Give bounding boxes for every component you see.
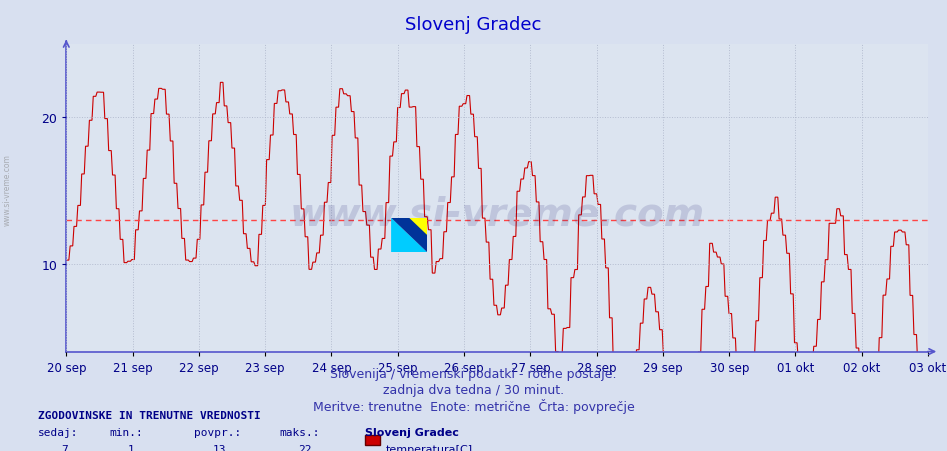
- Text: zadnja dva tedna / 30 minut.: zadnja dva tedna / 30 minut.: [383, 383, 564, 396]
- Text: Slovenj Gradec: Slovenj Gradec: [365, 428, 458, 437]
- Text: Slovenija / vremenski podatki - ročne postaje.: Slovenija / vremenski podatki - ročne po…: [331, 368, 616, 381]
- Text: 13: 13: [213, 444, 226, 451]
- Text: 7: 7: [62, 444, 68, 451]
- Text: min.:: min.:: [109, 428, 143, 437]
- Text: sedaj:: sedaj:: [38, 428, 79, 437]
- Text: Slovenj Gradec: Slovenj Gradec: [405, 16, 542, 34]
- Text: www.si-vreme.com: www.si-vreme.com: [3, 153, 12, 226]
- Text: 22: 22: [298, 444, 312, 451]
- Text: maks.:: maks.:: [279, 428, 320, 437]
- Polygon shape: [391, 218, 427, 253]
- Text: 1: 1: [128, 444, 134, 451]
- Text: povpr.:: povpr.:: [194, 428, 241, 437]
- Text: ZGODOVINSKE IN TRENUTNE VREDNOSTI: ZGODOVINSKE IN TRENUTNE VREDNOSTI: [38, 410, 260, 420]
- Text: Meritve: trenutne  Enote: metrične  Črta: povprečje: Meritve: trenutne Enote: metrične Črta: …: [313, 398, 634, 413]
- Text: temperatura[C]: temperatura[C]: [385, 444, 473, 451]
- Text: www.si-vreme.com: www.si-vreme.com: [290, 195, 705, 233]
- Polygon shape: [409, 218, 427, 235]
- Polygon shape: [391, 218, 427, 253]
